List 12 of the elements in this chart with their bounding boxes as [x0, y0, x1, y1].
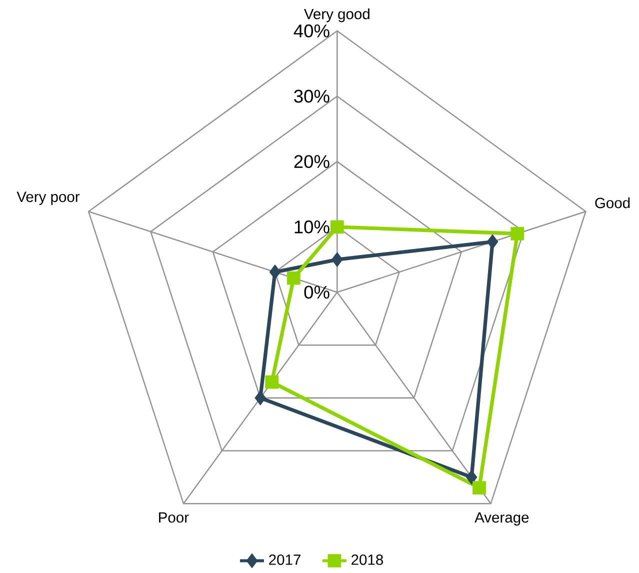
- y-tick-label: 10%: [294, 220, 330, 234]
- y-tick-label: 30%: [294, 90, 330, 103]
- spoke-label: Poor: [159, 512, 189, 523]
- spoke-label: Average: [474, 512, 529, 526]
- spoke-label: Very poor: [16, 192, 80, 206]
- y-tick-label: 40%: [294, 24, 330, 38]
- spoke-label: Good: [595, 198, 630, 208]
- legend-label: 2017: [269, 554, 300, 566]
- y-tick-label: 0%: [304, 286, 330, 299]
- y-tick-label: 20%: [294, 155, 330, 168]
- spoke-label: Very good: [304, 8, 370, 22]
- legend-label: 2018: [352, 554, 383, 566]
